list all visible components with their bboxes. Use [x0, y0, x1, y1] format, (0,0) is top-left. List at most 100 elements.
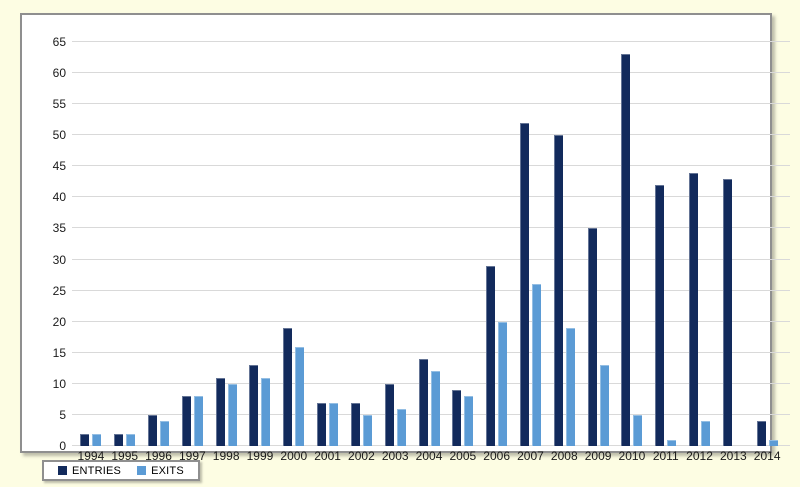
- y-tick-label-10: 10: [52, 376, 66, 391]
- y-tick-label-35: 35: [52, 221, 66, 236]
- x-tick-label-1996: 1996: [145, 449, 172, 463]
- bar-exits-2001: [329, 402, 339, 446]
- bar-group-1998: [209, 42, 243, 446]
- gridline-25: [72, 289, 790, 291]
- bar-group-2001: [311, 42, 345, 446]
- gridline-65: [72, 41, 790, 42]
- gridline-35: [72, 227, 790, 229]
- gridline-15: [72, 351, 790, 353]
- bar-entries-2010: [621, 54, 631, 446]
- bar-exits-2010: [633, 414, 643, 446]
- y-tick-label-30: 30: [52, 252, 66, 267]
- bar-entries-1994: [80, 433, 90, 446]
- bar-entries-1996: [148, 414, 158, 446]
- bar-group-2005: [446, 42, 480, 446]
- bar-exits-2006: [498, 321, 508, 446]
- bar-entries-2002: [350, 402, 360, 446]
- bar-entries-2008: [553, 135, 563, 446]
- bar-exits-2005: [464, 396, 474, 446]
- x-tick-label-2011: 2011: [652, 449, 679, 463]
- bar-group-2006: [480, 42, 514, 446]
- x-tick-label-1997: 1997: [178, 449, 206, 463]
- bar-exits-1996: [160, 421, 170, 446]
- bar-group-1995: [108, 42, 142, 446]
- x-tick-label-1998: 1998: [212, 449, 240, 463]
- bar-entries-2004: [418, 359, 428, 446]
- bar-exits-1997: [193, 396, 203, 446]
- y-tick-label-45: 45: [52, 159, 66, 174]
- y-tick-label-0: 0: [59, 439, 66, 453]
- bar-exits-2000: [295, 346, 305, 446]
- bar-entries-2003: [384, 383, 394, 446]
- legend-exits-label: EXITS: [151, 464, 184, 477]
- x-tick-label-2006: 2006: [483, 449, 510, 463]
- x-axis: 1994 1995 1996 1997 1998 1999 2000 2001 2002 2003…: [74, 449, 784, 463]
- x-tick-label-2007: 2007: [517, 449, 544, 463]
- x-tick-label-2012: 2012: [686, 449, 713, 463]
- legend-item-entries: ENTRIES: [58, 465, 121, 477]
- bar-entries-2001: [317, 402, 327, 446]
- bar-entries-2005: [452, 390, 462, 446]
- bar-group-2002: [345, 42, 379, 446]
- bar-group-2000: [277, 42, 311, 446]
- legend-item-exits: EXITS: [137, 465, 184, 477]
- bar-exits-1998: [227, 383, 237, 446]
- bar-group-2004: [412, 42, 446, 446]
- bar-exits-1995: [126, 433, 136, 446]
- x-tick-label-1995: 1995: [111, 449, 139, 463]
- x-tick-label-2003: 2003: [381, 449, 409, 463]
- bar-exits-2002: [362, 414, 372, 446]
- bar-exits-2011: [667, 439, 677, 446]
- bar-entries-1998: [215, 377, 225, 446]
- bar-entries-2006: [486, 265, 496, 446]
- y-tick-label-20: 20: [52, 314, 66, 329]
- bar-entries-2009: [587, 228, 597, 446]
- x-tick-label-1994: 1994: [77, 449, 105, 463]
- bar-group-2011: [649, 42, 683, 446]
- gridline-60: [72, 72, 790, 74]
- bar-exits-1994: [92, 433, 102, 446]
- gridline-30: [72, 258, 790, 260]
- x-tick-label-2008: 2008: [550, 449, 578, 463]
- bar-group-1999: [243, 42, 277, 446]
- y-tick-label-15: 15: [52, 345, 66, 360]
- y-tick-label-50: 50: [52, 128, 66, 143]
- chart-frame: 0 5 10 15 20 25 30 35 40 45 50 55 60 65 1994 1995 1996 1…: [20, 13, 790, 463]
- bar-exits-1999: [261, 377, 271, 446]
- bar-exits-2012: [701, 421, 711, 446]
- x-tick-label-2001: 2001: [314, 449, 341, 463]
- bar-entries-2011: [655, 184, 665, 446]
- bar-group-2008: [547, 42, 581, 446]
- bar-exits-2004: [430, 371, 440, 446]
- bar-group-2003: [378, 42, 412, 446]
- bar-group-2009: [581, 42, 615, 446]
- x-tick-label-2010: 2010: [618, 449, 646, 463]
- gridline-20: [72, 320, 790, 322]
- bar-entries-2007: [519, 122, 529, 446]
- x-tick-label-2014: 2014: [753, 449, 781, 463]
- bar-group-1997: [175, 42, 209, 446]
- x-tick-label-2009: 2009: [584, 449, 612, 463]
- gridline-40: [72, 196, 790, 198]
- x-tick-label-2005: 2005: [449, 449, 477, 463]
- y-tick-label-5: 5: [59, 407, 66, 422]
- x-tick-label-2004: 2004: [415, 449, 443, 463]
- bar-entries-1995: [114, 433, 124, 446]
- y-tick-label-60: 60: [52, 66, 66, 81]
- bar-exits-2007: [531, 284, 541, 446]
- y-tick-label-40: 40: [52, 190, 66, 205]
- bar-group-2010: [615, 42, 649, 446]
- bar-exits-2003: [396, 408, 406, 446]
- bar-exits-2008: [565, 327, 575, 446]
- bar-entries-2000: [283, 327, 293, 446]
- y-tick-label-65: 65: [52, 35, 66, 49]
- exits-swatch-icon: [137, 466, 147, 475]
- gridline-55: [72, 103, 790, 105]
- plot-area: [74, 42, 784, 446]
- bar-group-2013: [716, 42, 750, 446]
- bar-group-1994: [74, 42, 108, 446]
- bar-entries-2012: [689, 172, 699, 446]
- x-tick-label-2002: 2002: [348, 449, 375, 463]
- bar-group-2012: [683, 42, 717, 446]
